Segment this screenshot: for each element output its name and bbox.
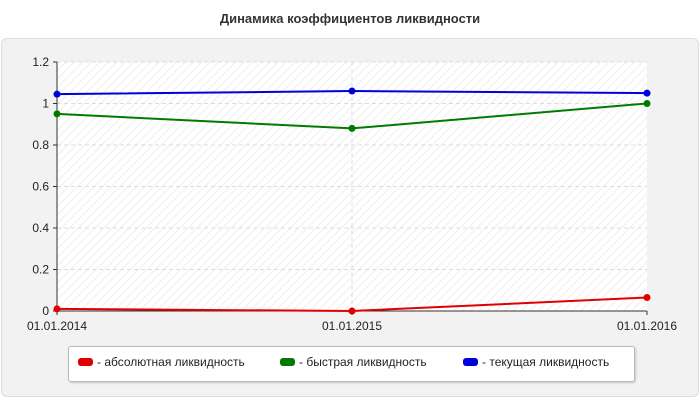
data-point-0-0 [53,305,61,313]
legend-label-absolute: - абсолютная ликвидность [97,355,245,369]
y-tick-label: 0.6 [32,180,49,194]
y-tick-label: 1.2 [32,55,49,69]
x-tick-label: 01.01.2015 [322,319,382,333]
legend: - абсолютная ликвидность - быстрая ликви… [68,346,635,382]
legend-swatch-quick [280,358,295,366]
legend-swatch-current [463,358,478,366]
y-tick-label: 0.4 [32,221,49,235]
data-point-1-1 [348,124,356,132]
x-tick-label: 01.01.2016 [617,319,677,333]
data-point-1-0 [53,110,61,118]
x-tick-label: 01.01.2014 [27,319,87,333]
y-tick-label: 0.2 [32,263,49,277]
chart-title: Динамика коэффициентов ликвидности [219,11,481,26]
legend-label-quick: - быстрая ликвидность [299,355,427,369]
y-tick-label: 1 [42,97,49,111]
legend-item-absolute: - абсолютная ликвидность [78,355,245,369]
data-point-2-0 [53,90,61,98]
y-tick-label: 0.8 [32,138,49,152]
y-tick-label: 0 [42,304,49,318]
legend-label-current: - текущая ликвидность [482,355,610,369]
data-point-0-1 [348,307,356,315]
data-point-0-2 [643,294,651,302]
data-point-2-1 [348,87,356,95]
data-point-1-2 [643,100,651,107]
legend-item-quick: - быстрая ликвидность [280,355,427,369]
legend-item-current: - текущая ликвидность [463,355,609,369]
legend-swatch-absolute [78,358,93,366]
data-point-2-2 [643,89,651,97]
